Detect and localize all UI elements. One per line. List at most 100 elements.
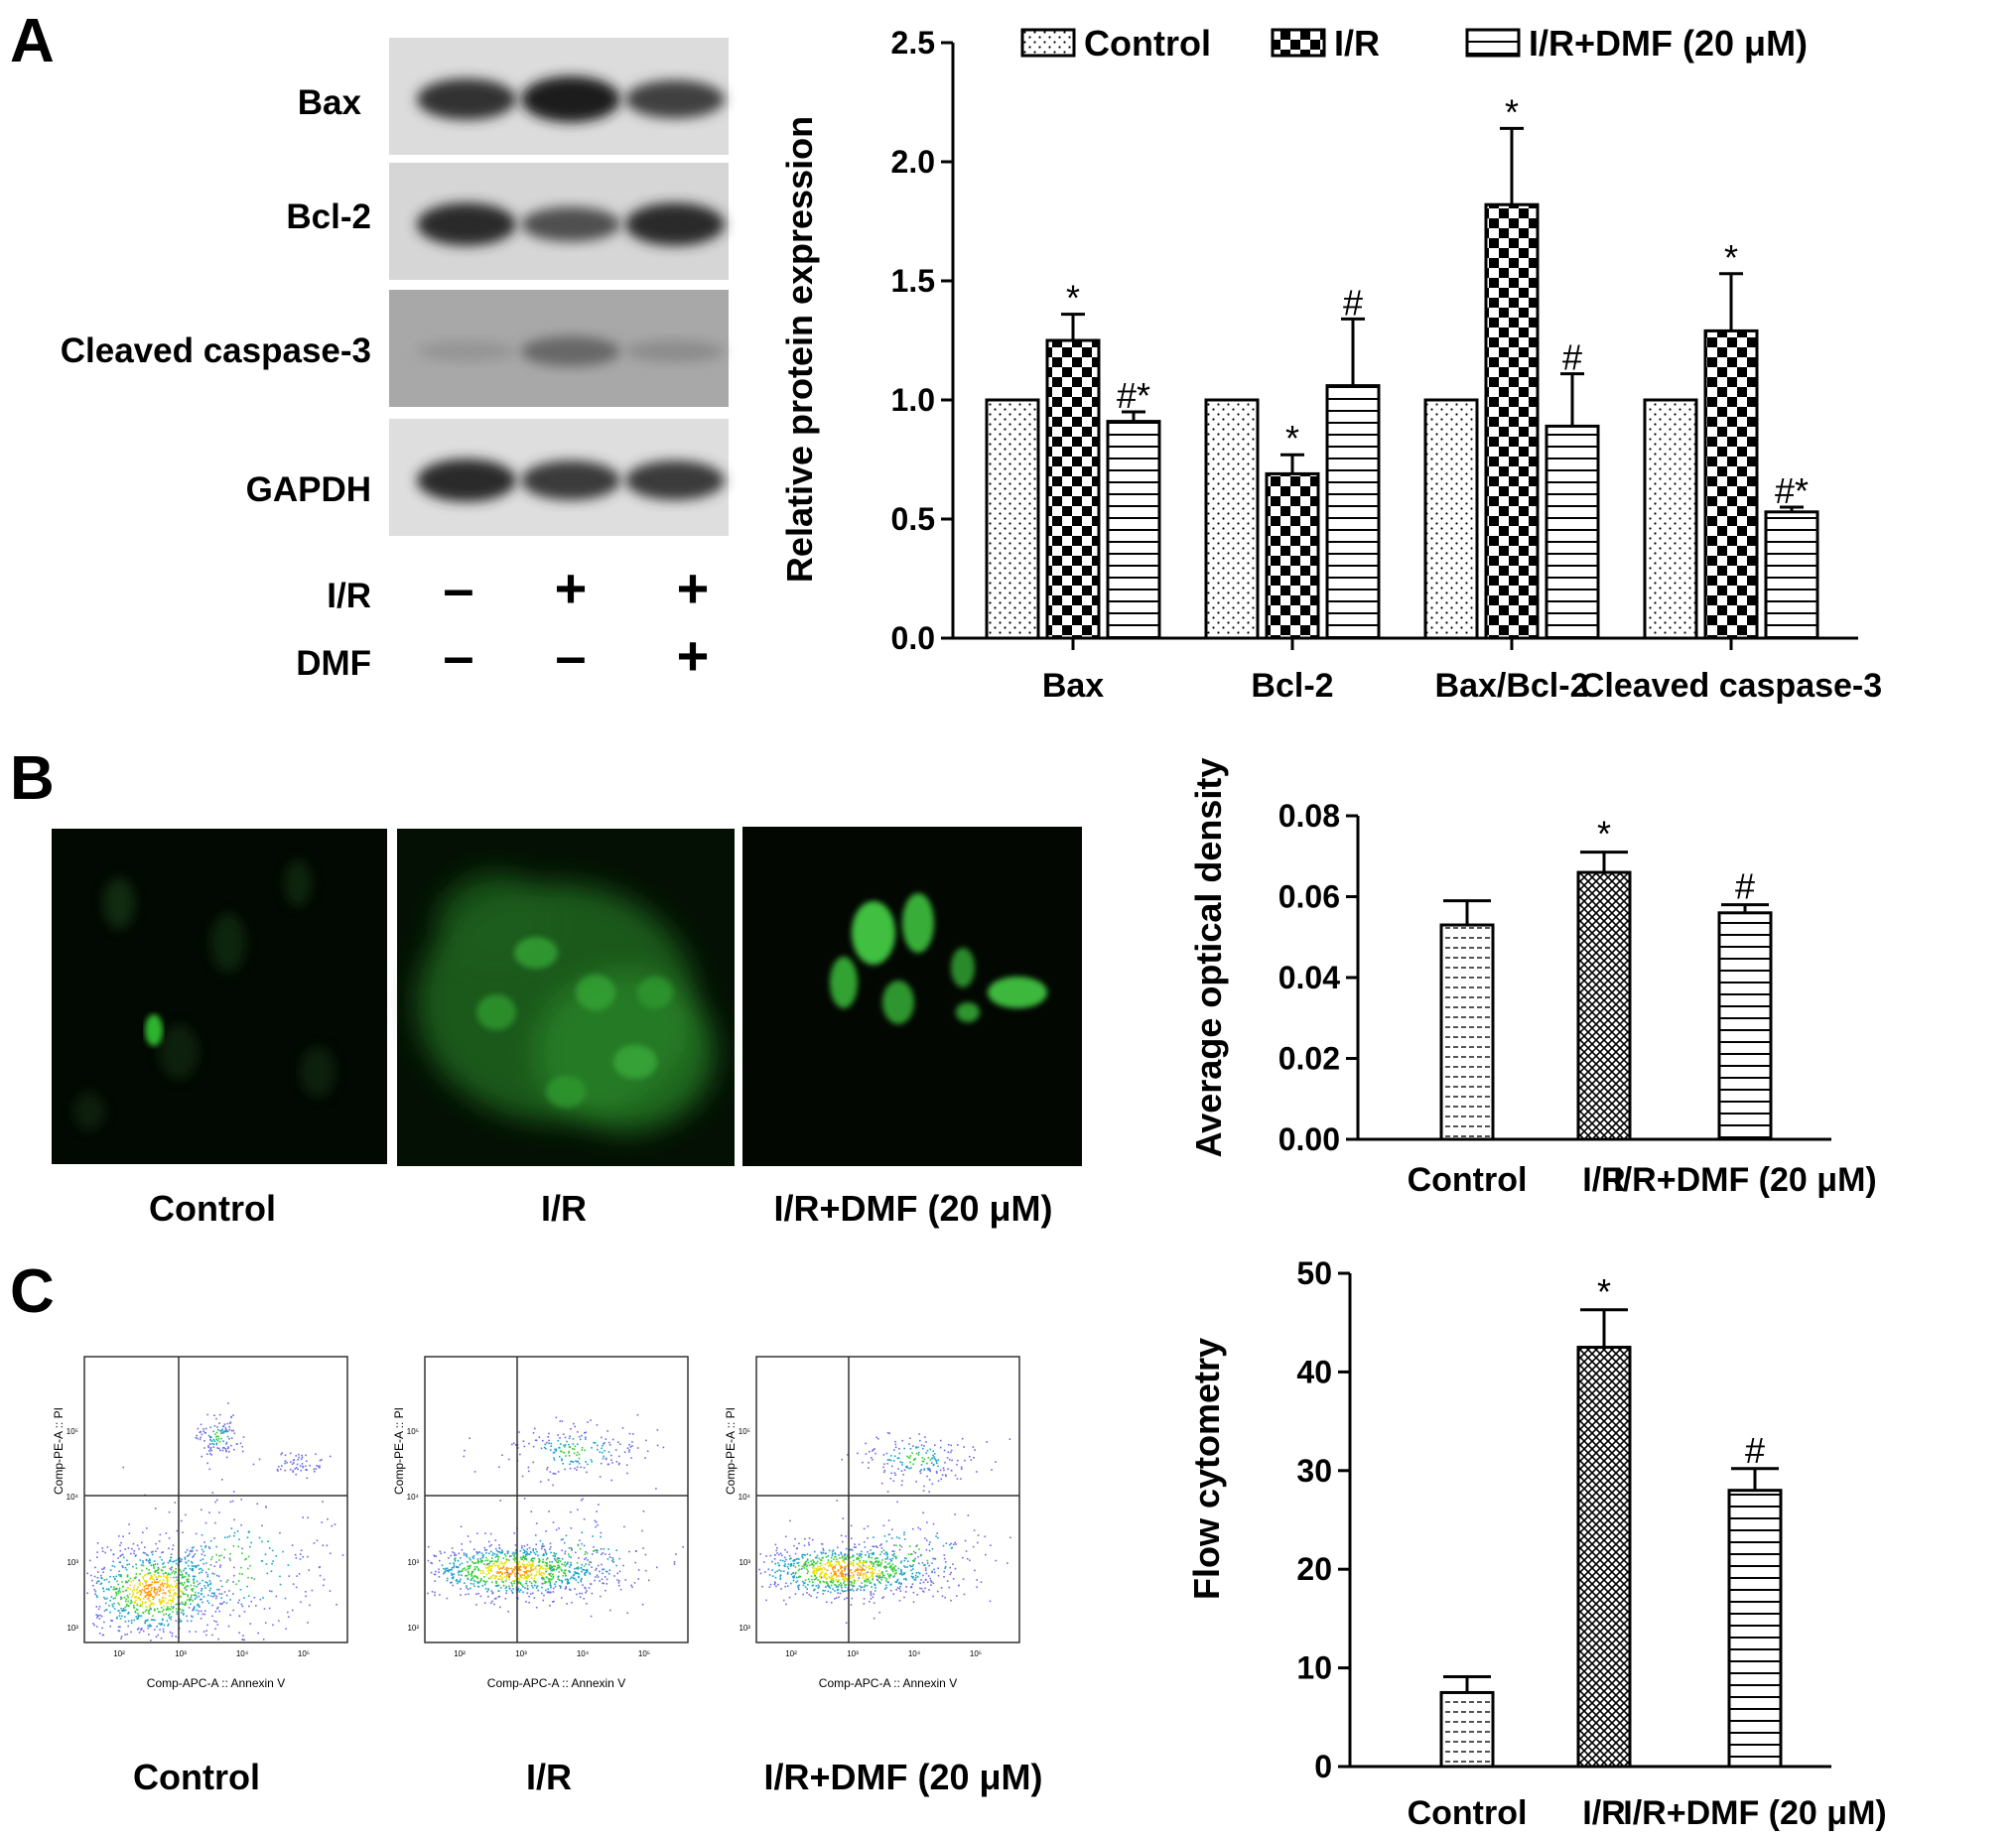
panel-letter-c: C xyxy=(10,1257,55,1326)
bar xyxy=(1439,923,1495,1141)
bar xyxy=(1439,1690,1495,1769)
treatment-label-dmf: DMF xyxy=(296,644,371,683)
cytometry-x-label: Comp-APC-A :: Annexin V xyxy=(819,1676,957,1690)
chart-c: Flow cytometry 0 10 20 30 40 50 Control I/RI/R+… xyxy=(1186,1255,1887,1832)
y-tick-label: 2.5 xyxy=(891,25,935,61)
legend-label: Control xyxy=(1084,23,1211,64)
significance-mark: # xyxy=(1343,282,1363,323)
cytometry-label-control: Control xyxy=(133,1757,260,1797)
legend-swatch xyxy=(1271,28,1326,58)
x-tick-label: Bax xyxy=(1042,667,1104,705)
y-tick-label: 0.0 xyxy=(891,620,935,656)
cytometry-y-tick: 10⁵ xyxy=(67,1427,78,1436)
chart-c-bars: *# xyxy=(1439,1271,1783,1769)
fluorescence-label-control: Control xyxy=(149,1188,276,1229)
cytometry-label-ir-dmf: I/R+DMF (20 μM) xyxy=(763,1757,1042,1797)
x-tick-label: I/R+DMF (20 μM) xyxy=(1623,1794,1886,1832)
fluorescence-image-ir-dmf xyxy=(742,827,1082,1166)
significance-mark: #* xyxy=(1117,375,1150,416)
bar xyxy=(1576,1346,1632,1769)
cytometry-frame xyxy=(424,1356,689,1643)
blot-band xyxy=(521,206,620,242)
panel-letter-a: A xyxy=(10,7,55,75)
bar xyxy=(1643,398,1698,640)
fluorescence-label-ir: I/R xyxy=(541,1188,587,1229)
cytometry-x-label: Comp-APC-A :: Annexin V xyxy=(487,1676,625,1690)
cytometry-events xyxy=(427,1413,685,1618)
x-tick-label: Bcl-2 xyxy=(1251,667,1333,705)
blot-bands-caspase3 xyxy=(417,335,725,367)
cytometry-y-label: Comp-PE-A :: PI xyxy=(724,1407,738,1495)
y-tick-label: 0.02 xyxy=(1278,1041,1340,1077)
chart-a-ylabel: Relative protein expression xyxy=(779,116,820,583)
bar xyxy=(1576,870,1632,1141)
cytometry-y-tick: 10⁴ xyxy=(67,1493,79,1502)
cytometry-x-tick: 10⁵ xyxy=(298,1649,310,1658)
significance-mark: # xyxy=(1745,1430,1765,1471)
legend-label: I/R+DMF (20 μM) xyxy=(1529,23,1808,64)
cytometry-x-label: Comp-APC-A :: Annexin V xyxy=(147,1676,285,1690)
significance-mark: # xyxy=(1562,337,1582,378)
y-tick-label: 0.04 xyxy=(1278,960,1340,995)
cytometry-frame xyxy=(755,1356,1020,1643)
cytometry-y-tick: 10³ xyxy=(739,1558,750,1567)
chart-a: Relative protein expression Control I/R I/… xyxy=(779,23,1882,705)
bar xyxy=(1106,420,1161,640)
blot-bands-bax xyxy=(417,75,725,123)
cytometry-x-tick: 10² xyxy=(113,1649,125,1658)
fluorescence-image-control xyxy=(52,829,387,1164)
bar xyxy=(1204,398,1260,640)
treatment-sign: + xyxy=(677,557,710,619)
chart-b-ylabel: Average optical density xyxy=(1188,758,1229,1158)
y-tick-label: 0.08 xyxy=(1278,798,1340,834)
treatment-sign: – xyxy=(443,557,473,619)
x-tick-label: Bax/Bcl-2 xyxy=(1435,667,1589,705)
chart-b-bars: *# xyxy=(1439,814,1773,1141)
cytometry-x-tick: 10⁴ xyxy=(577,1649,590,1658)
significance-mark: #* xyxy=(1775,470,1809,511)
cytometry-y-tick: 10² xyxy=(67,1624,78,1633)
cytometry-x-tick: 10² xyxy=(454,1649,466,1658)
cytometry-x-tick: 10⁵ xyxy=(970,1649,982,1658)
panel-letter-b: B xyxy=(10,744,55,813)
treatment-sign: + xyxy=(677,624,710,687)
x-tick-label: Control xyxy=(1408,1161,1528,1199)
legend-label: I/R xyxy=(1334,23,1380,64)
blot-strip-gapdh xyxy=(389,419,729,536)
chart-b-axes: 0.00 0.02 0.04 0.06 0.08 Control I/RI/R+DMF (2… xyxy=(1278,798,1877,1199)
cytometry-y-tick: 10² xyxy=(407,1624,419,1633)
blot-label-bax: Bax xyxy=(298,83,362,122)
blot-label-gapdh: GAPDH xyxy=(246,470,371,509)
blot-bands-bcl2 xyxy=(417,202,725,246)
cytometry-frame xyxy=(83,1356,348,1643)
cytometry-x-tick: 10⁴ xyxy=(236,1649,249,1658)
treatment-sign: – xyxy=(443,624,473,687)
x-tick-label: I/R xyxy=(1582,1794,1625,1832)
blot-band xyxy=(625,339,725,363)
blot-band xyxy=(417,459,516,502)
y-tick-label: 40 xyxy=(1296,1354,1332,1389)
blot-label-bcl2: Bcl-2 xyxy=(286,197,371,236)
y-tick-label: 0.5 xyxy=(891,501,935,537)
y-tick-label: 20 xyxy=(1296,1551,1332,1587)
western-blot: Bax Bcl-2 Cleaved caspase-3 GAPDH I/R DM… xyxy=(61,38,729,687)
significance-mark: # xyxy=(1735,866,1755,907)
bar xyxy=(1484,202,1540,640)
chart-a-legend: Control I/R I/R+DMF (20 μM) xyxy=(1020,23,1808,64)
fluorescence-label-ir-dmf: I/R+DMF (20 μM) xyxy=(773,1188,1052,1229)
blot-band xyxy=(625,202,725,246)
x-tick-label: Control xyxy=(1408,1794,1528,1832)
significance-mark: * xyxy=(1066,278,1080,319)
bar xyxy=(1545,424,1600,640)
cytometry-x-tick: 10⁴ xyxy=(908,1649,921,1658)
cytometry-x-tick: 10³ xyxy=(175,1649,187,1658)
blot-band xyxy=(521,335,620,367)
bar xyxy=(985,398,1040,640)
bar xyxy=(1717,911,1773,1141)
blot-band xyxy=(417,340,516,362)
y-tick-label: 0.00 xyxy=(1278,1121,1340,1157)
